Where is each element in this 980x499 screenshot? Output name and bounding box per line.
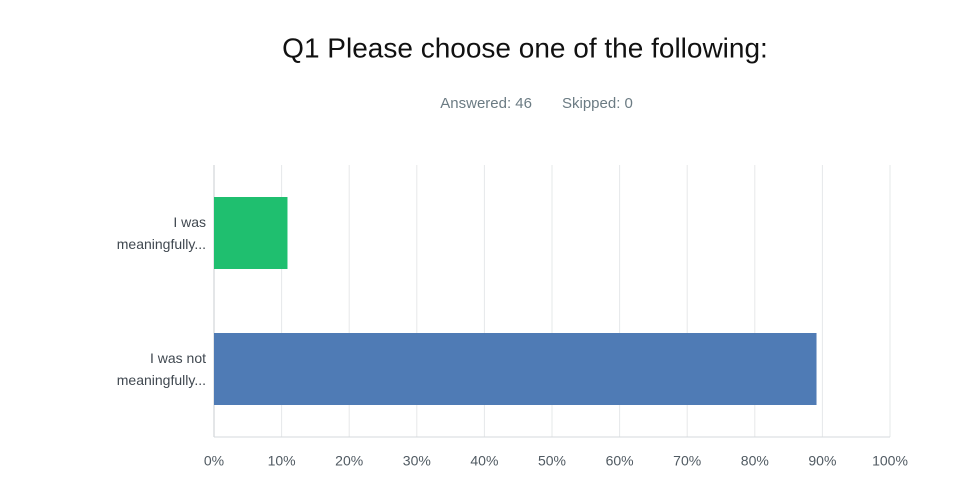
- x-tick-label: 90%: [808, 453, 836, 469]
- x-tick-label: 10%: [268, 453, 296, 469]
- bar: [214, 333, 817, 405]
- x-tick-label: 60%: [606, 453, 634, 469]
- subtitle: Answered: 46: [440, 95, 532, 112]
- x-tick-label: 40%: [470, 453, 498, 469]
- y-tick-label: I was not meaningfully...: [116, 350, 206, 388]
- x-tick-label: 30%: [403, 453, 431, 469]
- y-tick-label: I was meaningfully...: [116, 214, 206, 252]
- x-tick-label: 100%: [872, 453, 908, 469]
- x-tick-label: 70%: [673, 453, 701, 469]
- chart-title: Q1 Please choose one of the following:: [282, 32, 768, 63]
- x-tick-label: 0%: [204, 453, 224, 469]
- bar: [214, 197, 288, 269]
- subtitle: Skipped: 0: [562, 95, 633, 112]
- x-tick-label: 80%: [741, 453, 769, 469]
- x-tick-label: 20%: [335, 453, 363, 469]
- x-tick-label: 50%: [538, 453, 566, 469]
